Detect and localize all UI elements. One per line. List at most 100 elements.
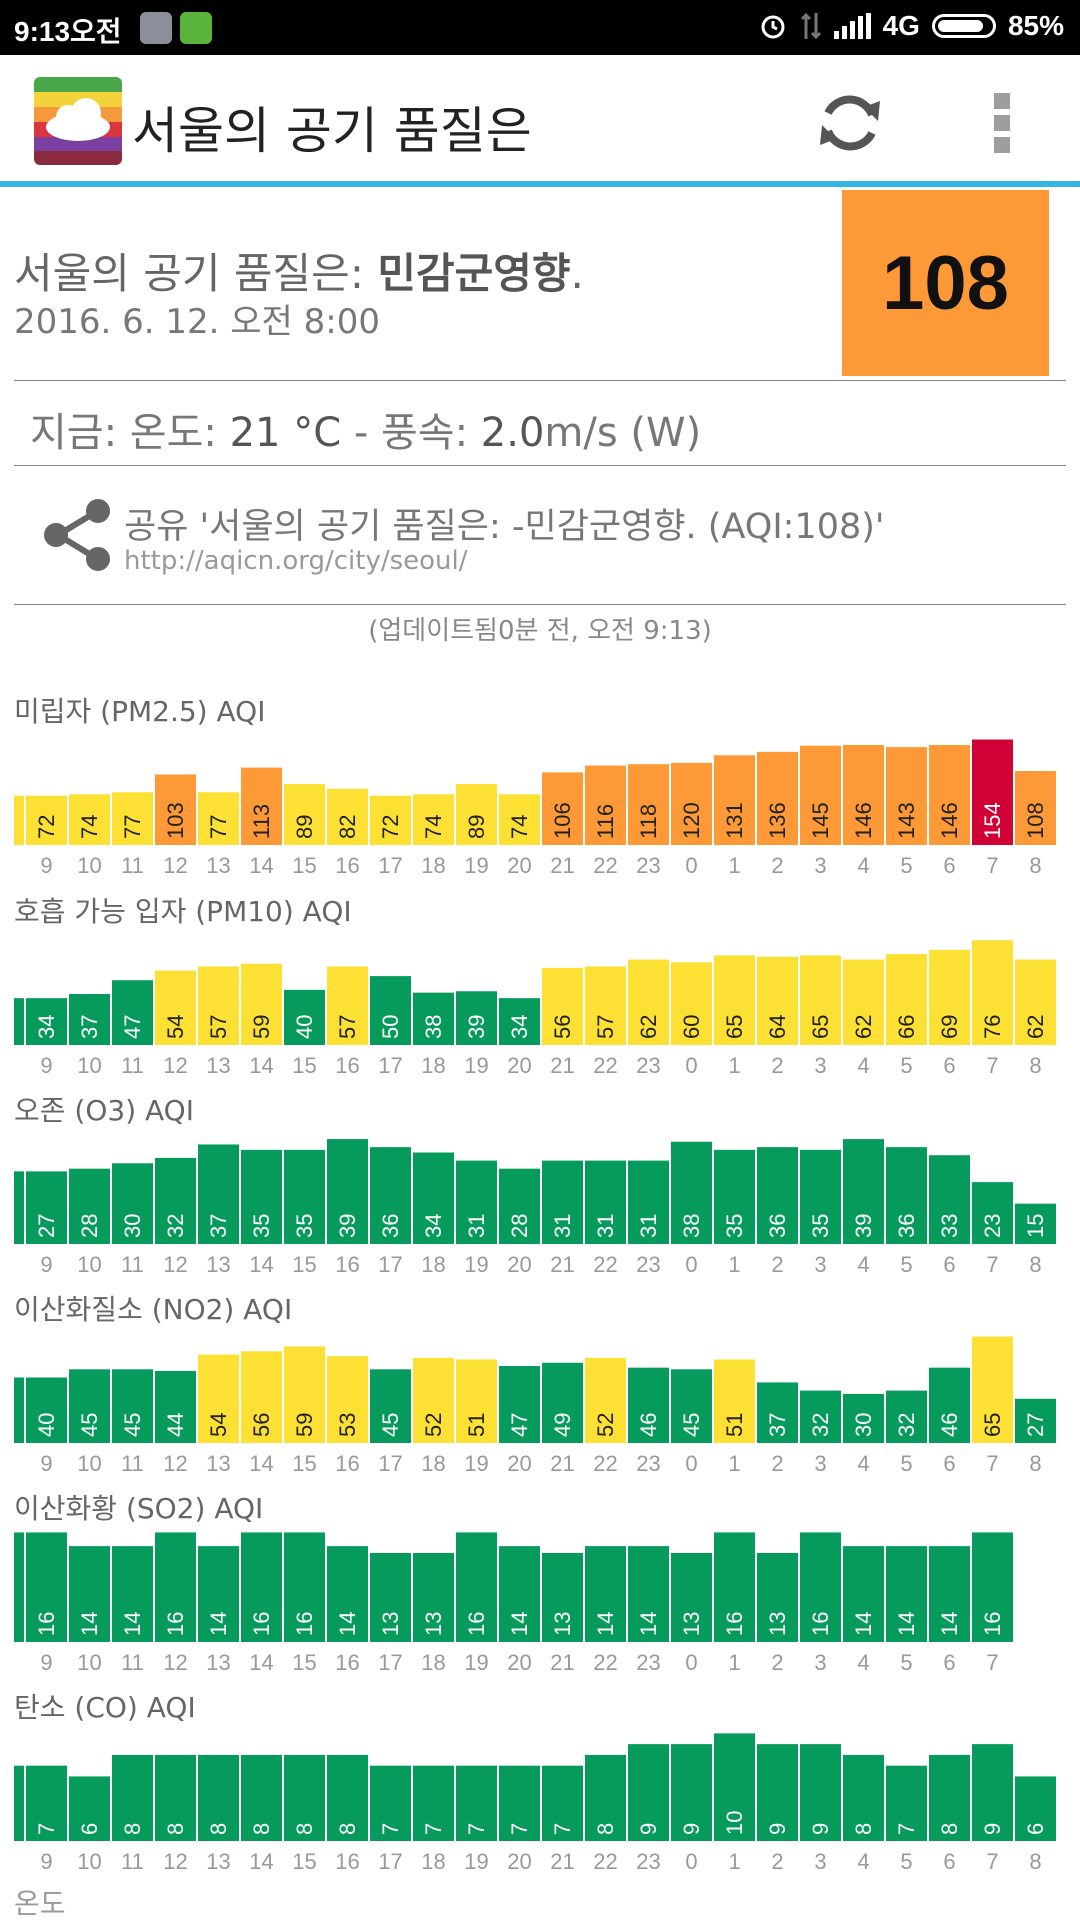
bar-0 <box>671 1552 712 1642</box>
bar-1 <box>714 1359 755 1443</box>
data-label: 65 <box>808 1015 833 1039</box>
tick-label: 12 <box>163 1252 187 1274</box>
data-label: 36 <box>894 1214 919 1238</box>
data-label: 52 <box>421 1413 446 1437</box>
tick-label: 21 <box>550 1650 574 1672</box>
data-label: 9 <box>679 1823 704 1835</box>
bar-11 <box>112 1546 153 1642</box>
bar-11 <box>112 792 153 845</box>
overflow-menu-icon[interactable] <box>990 93 1014 153</box>
tick-label: 9 <box>40 1252 52 1274</box>
data-label: 66 <box>894 1015 919 1039</box>
data-label: 27 <box>1023 1413 1048 1437</box>
tick-label: 10 <box>77 1053 101 1075</box>
share-icon[interactable] <box>42 498 112 572</box>
bar-4 <box>843 1139 884 1244</box>
tick-label: 20 <box>507 1451 531 1473</box>
bar-7 <box>972 1182 1013 1244</box>
data-transfer-icon <box>800 12 821 40</box>
tick-label: 19 <box>464 1451 488 1473</box>
tick-label: 20 <box>507 1053 531 1075</box>
bar-13 <box>198 966 239 1045</box>
bar-2 <box>757 1552 798 1642</box>
tick-label: 22 <box>593 1451 617 1473</box>
tick-label: 1 <box>728 1053 740 1075</box>
bar-3 <box>800 1744 841 1841</box>
bar-7 <box>972 940 1013 1045</box>
bar-8 <box>1015 959 1056 1045</box>
tick-label: 11 <box>121 1451 144 1473</box>
summary-level: 민감군영향 <box>377 249 571 298</box>
tick-label: 23 <box>636 853 660 875</box>
data-label: 40 <box>292 1015 317 1039</box>
bar-3 <box>800 1390 841 1443</box>
refresh-icon[interactable] <box>812 85 888 161</box>
status-bar: 9:13오전 4G 85% <box>0 0 1080 55</box>
bar-15 <box>284 989 325 1045</box>
tick-label: 8 <box>1029 1451 1041 1473</box>
tick-label: 5 <box>900 853 912 875</box>
data-label: 154 <box>980 802 1005 839</box>
data-label: 38 <box>679 1214 704 1238</box>
bar-19 <box>456 991 497 1045</box>
tick-label: 23 <box>636 1252 660 1274</box>
tick-label: 6 <box>943 853 955 875</box>
bar-11 <box>112 1163 153 1244</box>
data-label: 8 <box>335 1823 360 1835</box>
bar-13 <box>198 1354 239 1443</box>
tick-label: 17 <box>378 1053 402 1075</box>
bar-7 <box>972 1336 1013 1443</box>
chart-title-pm25: 미립자 (PM2.5) AQI <box>14 695 266 728</box>
data-label: 53 <box>335 1413 360 1437</box>
data-label: 131 <box>722 802 747 839</box>
tick-label: 22 <box>593 1849 617 1871</box>
data-label: 7 <box>34 1823 59 1835</box>
bar-17 <box>370 976 411 1045</box>
app-bar: 서울의 공기 품질은 <box>0 55 1080 181</box>
data-label: 47 <box>120 1015 145 1039</box>
tick-label: 4 <box>857 1451 869 1473</box>
share-text[interactable]: 공유 '서울의 공기 품질은: -민감군영향. (AQI:108)' <box>124 507 885 547</box>
data-label: 16 <box>34 1612 59 1636</box>
data-label: 106 <box>550 802 575 839</box>
tick-label: 12 <box>163 1650 187 1672</box>
data-label: 76 <box>980 1015 1005 1039</box>
bar-18 <box>413 1765 454 1841</box>
tick-label: 0 <box>685 1252 697 1274</box>
tick-label: 2 <box>771 853 783 875</box>
bar-14 <box>241 1149 282 1244</box>
data-label: 14 <box>636 1612 661 1636</box>
app-title: 서울의 공기 품질은 <box>132 102 532 160</box>
data-label: 57 <box>335 1015 360 1039</box>
tick-label: 16 <box>335 1849 359 1871</box>
data-label: 108 <box>1023 802 1048 839</box>
data-label: 113 <box>249 804 274 839</box>
data-label: 46 <box>636 1413 661 1437</box>
data-label: 45 <box>120 1413 145 1437</box>
data-label: 16 <box>249 1612 274 1636</box>
tick-label: 8 <box>1029 1252 1041 1274</box>
data-label: 14 <box>206 1612 231 1636</box>
bar-7 <box>972 1744 1013 1841</box>
tick-label: 2 <box>771 1650 783 1672</box>
data-label: 14 <box>507 1612 532 1636</box>
bar-13 <box>198 1144 239 1244</box>
bar-2 <box>757 1382 798 1443</box>
bar-14 <box>241 1532 282 1642</box>
tick-label: 13 <box>206 1053 230 1075</box>
data-label: 72 <box>34 815 59 839</box>
bar-8 <box>1015 1776 1056 1841</box>
data-label: 103 <box>163 802 188 839</box>
tick-label: 12 <box>163 1451 187 1473</box>
bar-1 <box>714 1149 755 1244</box>
bar-23 <box>628 1367 669 1443</box>
bar-23 <box>628 1744 669 1841</box>
bar-6 <box>929 1754 970 1841</box>
bar-13 <box>198 792 239 845</box>
tick-label: 14 <box>249 1650 273 1672</box>
bar-0 <box>671 1744 712 1841</box>
tick-label: 10 <box>77 1252 101 1274</box>
data-label: 28 <box>507 1214 532 1238</box>
tick-label: 12 <box>163 1053 187 1075</box>
share-url[interactable]: http://aqicn.org/city/seoul/ <box>124 546 468 576</box>
